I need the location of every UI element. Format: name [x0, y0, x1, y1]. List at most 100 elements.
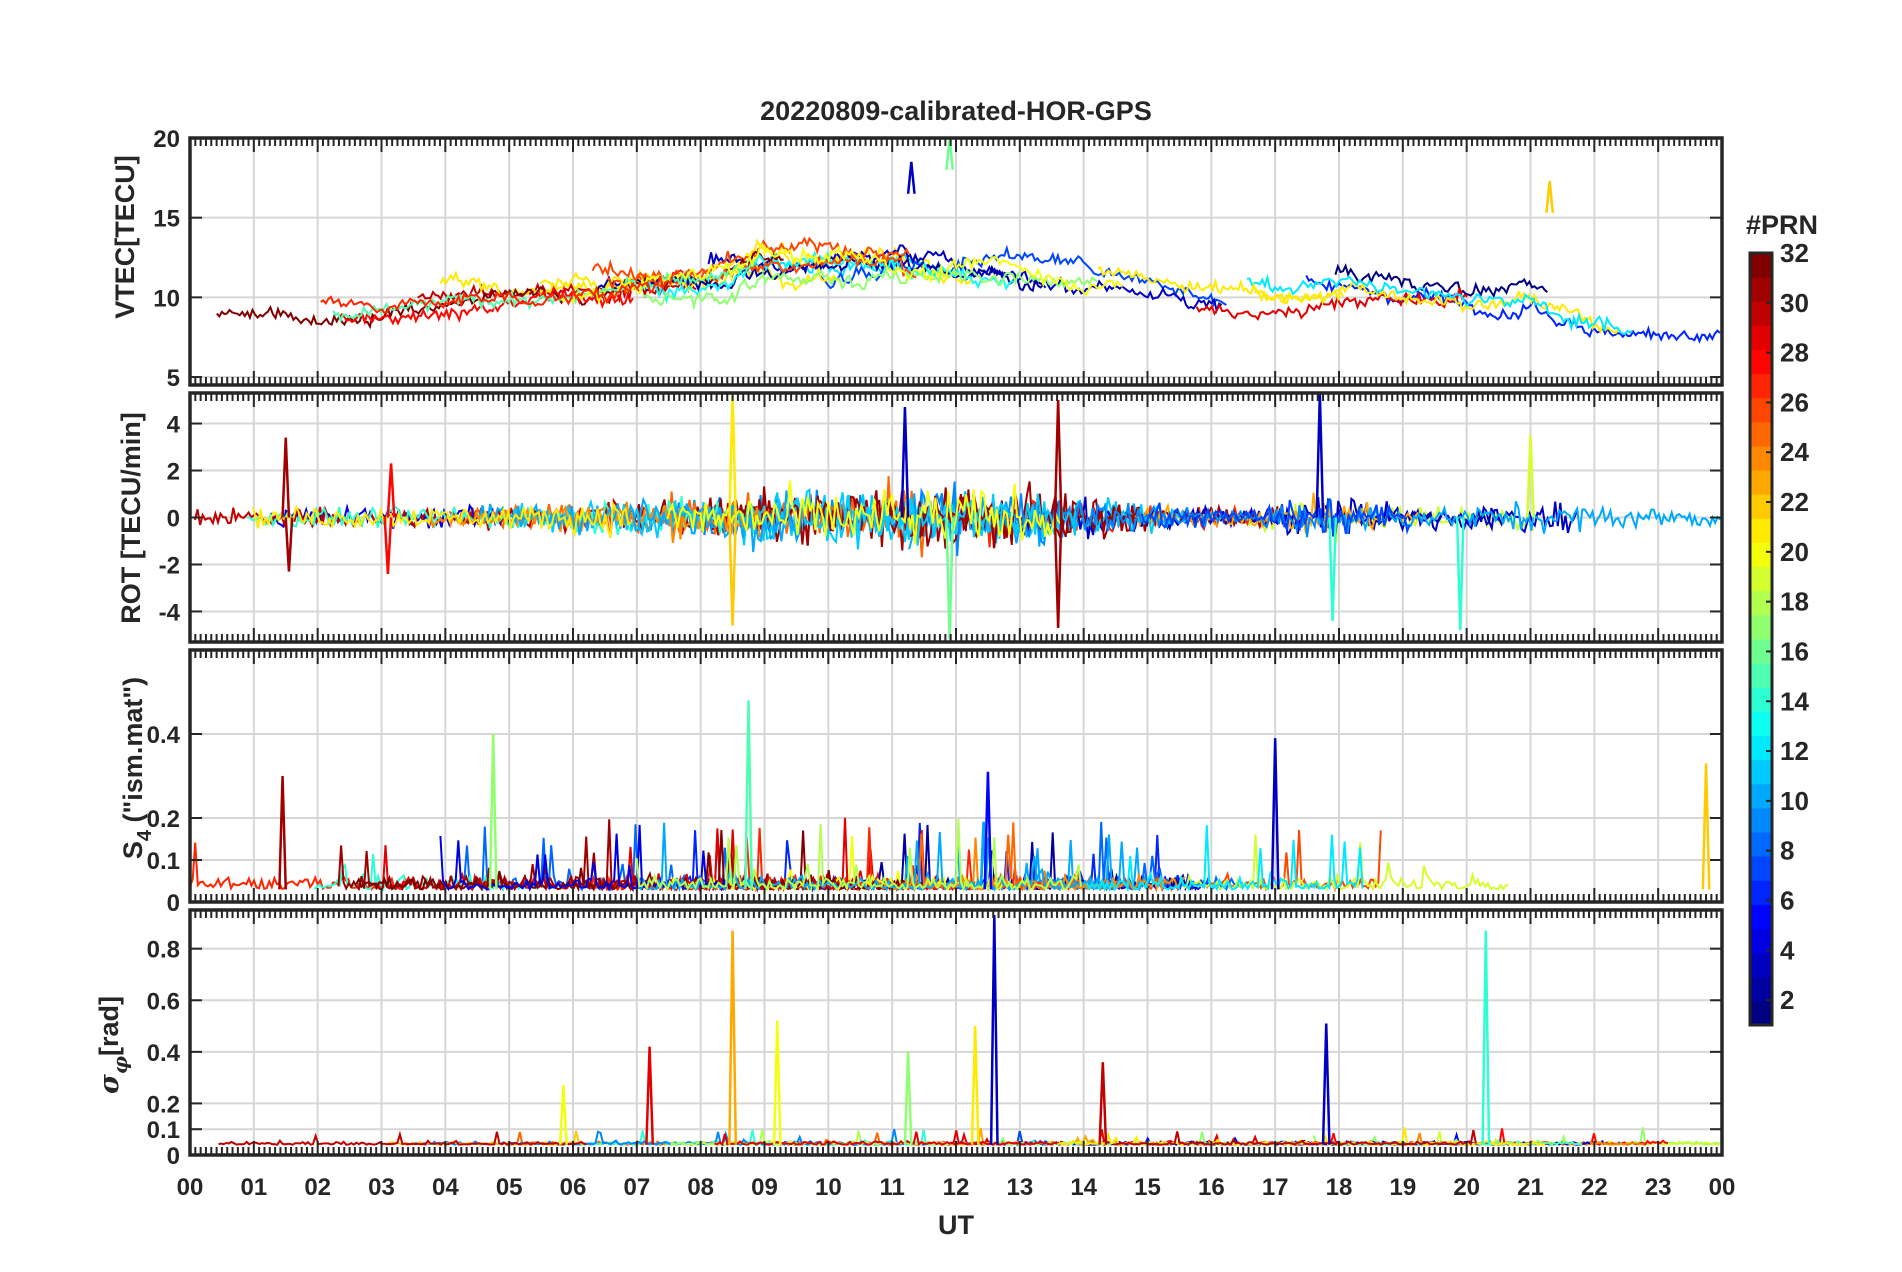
y-tick-label: 0.1: [147, 848, 180, 875]
x-tick-label: 18: [1326, 1174, 1353, 1201]
peak-marker: [1315, 393, 1325, 518]
peak-marker: [386, 463, 396, 518]
panel-sigma-phi-ylabel-main: σ: [94, 1074, 125, 1094]
prn-trace: [1254, 279, 1621, 335]
x-tick-label: 01: [240, 1174, 267, 1201]
x-tick-label: 16: [1198, 1174, 1225, 1201]
peak-marker: [284, 517, 294, 572]
colorbar-tick-label: 12: [1780, 736, 1809, 766]
y-tick-label: 2: [167, 459, 180, 486]
panel-rot-yticklabels: -4 -2 0 2 4: [159, 412, 181, 627]
panel-vtec-ylabel: VTEC[TECU]: [110, 155, 140, 319]
y-tick-label: 0: [167, 506, 180, 533]
colorbar-tick-label: 4: [1780, 935, 1795, 965]
colorbar-band: [1750, 639, 1772, 664]
y-tick-label: 0: [167, 1143, 180, 1170]
prn-trace: [1246, 273, 1633, 335]
peak-marker: [1098, 1062, 1108, 1145]
colorbar-band: [1750, 277, 1772, 302]
colorbar-band: [1750, 856, 1772, 881]
panel-sigma-phi-grid: [190, 910, 1722, 1156]
colorbar-tick-label: 10: [1780, 786, 1809, 816]
peak-marker: [1328, 517, 1338, 621]
colorbar-band: [1750, 325, 1772, 350]
peak-marker: [1455, 517, 1465, 631]
colorbar-band: [1750, 1000, 1772, 1026]
colorbar-tick-label: 14: [1780, 686, 1809, 716]
prn-trace: [642, 267, 1098, 311]
prn-trace: [714, 1131, 1060, 1147]
x-tick-label: 13: [1006, 1174, 1033, 1201]
y-tick-label: 0.1: [147, 1117, 180, 1144]
peak-marker: [983, 771, 993, 890]
peak-marker: [945, 517, 955, 640]
panel-sigma-phi-ylabel-suffix: [rad]: [94, 996, 124, 1056]
chart-title: 20220809-calibrated-HOR-GPS: [760, 96, 1152, 126]
prn-trace: [1140, 497, 1411, 537]
panel-vtec-grid: [190, 137, 1722, 385]
peak-marker: [903, 1051, 913, 1145]
colorbar-tick-label: 24: [1780, 437, 1809, 467]
y-tick-label: 15: [153, 206, 180, 233]
x-tick-label: 07: [623, 1174, 650, 1201]
colorbar-band: [1750, 687, 1772, 712]
x-tick-label: 12: [943, 1174, 970, 1201]
peak-marker: [645, 1046, 655, 1145]
x-tick-label: 06: [560, 1174, 587, 1201]
peak-marker: [1270, 738, 1280, 890]
panel-sigma-phi: 00.10.2 0.4 0.6 0.8 σφ[rad]: [94, 908, 1724, 1170]
colorbar-band: [1750, 494, 1772, 519]
panel-s4-series: [190, 700, 1711, 893]
colorbar-band: [1750, 783, 1772, 809]
panel-rot-ylabel: ROT [TECU/min]: [116, 412, 146, 623]
peak-marker: [945, 138, 955, 170]
peak-marker: [970, 1026, 980, 1145]
prn-trace: [247, 496, 757, 536]
colorbar-band: [1750, 807, 1772, 833]
colorbar-band: [1750, 832, 1772, 857]
x-tick-label: 20: [1453, 1174, 1480, 1201]
y-tick-label: 0: [167, 890, 180, 917]
colorbar-band: [1750, 446, 1772, 471]
colorbar-band: [1750, 253, 1772, 278]
panel-rot-ticks: [188, 391, 1724, 644]
colorbar-band: [1750, 759, 1772, 785]
panel-vtec-series: [216, 138, 1721, 385]
colorbar-tick-label: 26: [1780, 387, 1809, 417]
y-tick-label: -4: [159, 599, 181, 626]
colorbar-band: [1750, 349, 1772, 375]
y-tick-label: 0.8: [147, 937, 180, 964]
peak-marker: [772, 1020, 782, 1145]
x-tick-label: 22: [1581, 1174, 1608, 1201]
x-axis-label: UT: [938, 1210, 974, 1240]
colorbar-band: [1750, 470, 1772, 495]
y-tick-label: 0.2: [147, 1091, 180, 1118]
panel-vtec-ticks: [188, 136, 1724, 387]
panel-s4-ylabel: S4 ("ism.mat"): [118, 677, 156, 859]
colorbar-tick-label: 18: [1780, 587, 1809, 617]
peak-marker: [989, 915, 999, 1145]
peak-marker: [900, 407, 910, 518]
colorbar-band: [1750, 976, 1772, 1002]
colorbar-band: [1750, 663, 1772, 688]
prn-trace: [1305, 274, 1721, 344]
y-tick-label: 5: [167, 365, 180, 392]
prn-trace: [479, 490, 803, 553]
peak-marker: [1481, 930, 1491, 1145]
panel-vtec-yticklabels: 5 10 15 20: [153, 126, 180, 392]
x-tick-label: 21: [1517, 1174, 1544, 1201]
colorbar-band: [1750, 518, 1772, 543]
prn-trace: [1085, 825, 1364, 893]
y-tick-label: 0.4: [147, 1040, 181, 1067]
colorbar-band: [1750, 542, 1772, 568]
panel-s4: 0 0.1 0.2 0.4 S4 ("ism.mat"): [118, 648, 1724, 917]
panel-rot: -4 -2 0 2 4 ROT [TECU/min]: [116, 391, 1724, 644]
peak-marker: [1321, 1023, 1331, 1145]
colorbar-tick-label: 20: [1780, 537, 1809, 567]
colorbar-frame: [1748, 251, 1774, 1027]
x-tick-label: 10: [815, 1174, 842, 1201]
colorbar-band: [1750, 590, 1772, 616]
